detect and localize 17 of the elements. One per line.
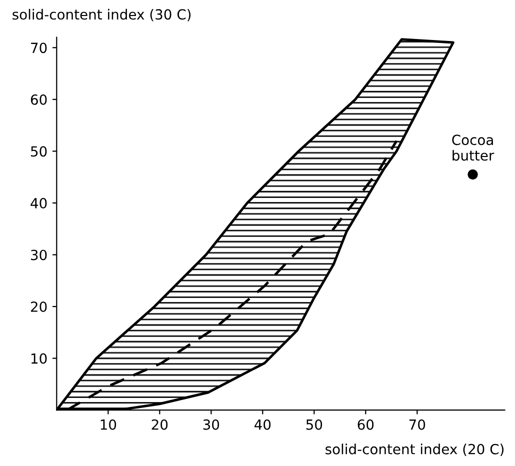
y-tick-label: 50 — [31, 146, 47, 157]
y-tick-label: 20 — [30, 301, 47, 312]
y-axis-title: solid-content index (30 C) — [12, 8, 191, 22]
x-tick-label: 50 — [306, 419, 322, 430]
x-axis-title: solid-content index (20 C) — [326, 444, 504, 456]
y-tick-label: 40 — [30, 198, 47, 208]
x-tick-label: 30 — [203, 419, 220, 430]
x-tick-label: 20 — [152, 419, 168, 430]
y-tick-label: 10 — [31, 353, 47, 364]
x-tick-label: 10 — [100, 419, 116, 430]
annotation: Cocoa butter — [452, 134, 494, 161]
y-tick-label: 70 — [31, 42, 47, 54]
x-tick-label: 40 — [254, 419, 271, 430]
x-tick-label: 60 — [358, 419, 374, 430]
y-tick-label: 30 — [31, 250, 47, 260]
y-tick-label: 60 — [30, 94, 47, 105]
x-tick-label: 70 — [409, 419, 426, 430]
